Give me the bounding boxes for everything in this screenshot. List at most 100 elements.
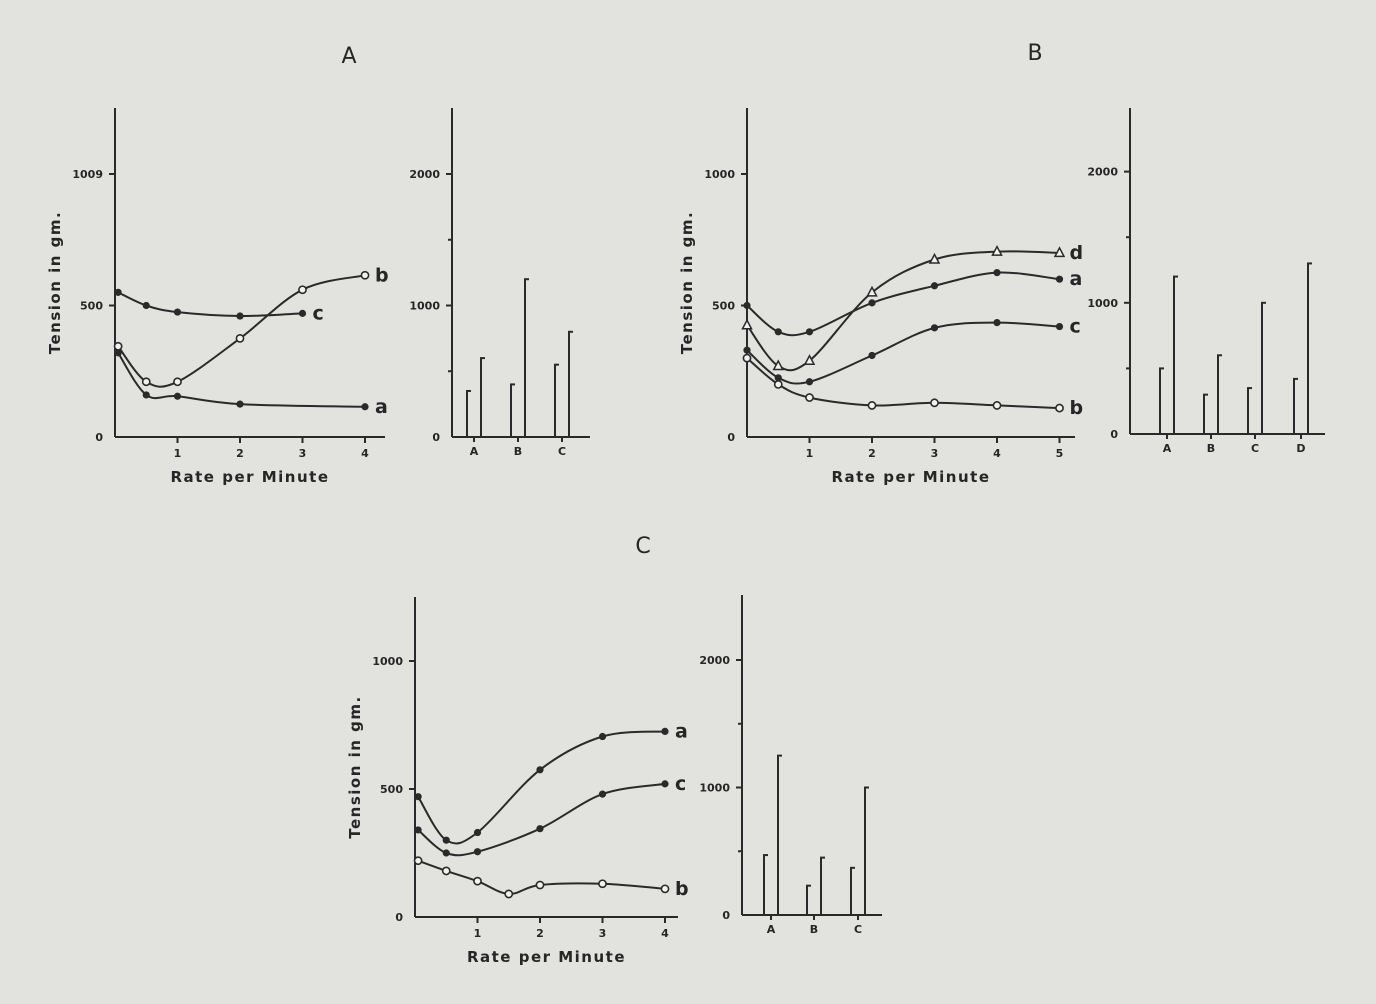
data-point [361, 403, 369, 411]
data-point [866, 285, 878, 297]
data-point [442, 849, 450, 857]
data-point [413, 856, 423, 866]
chart-a-bar: 0 1000 2000 A B C [409, 108, 590, 458]
category-label: A [470, 445, 479, 458]
data-point [868, 351, 876, 360]
y-tick-label: 2000 [1087, 166, 1118, 179]
x-tick-label: 4 [993, 447, 1001, 460]
chart-b-bar: 0 1000 2000 A B C D [1087, 108, 1325, 455]
series-label: a [1070, 268, 1083, 290]
data-point [360, 270, 370, 280]
data-point [1055, 322, 1064, 331]
data-point [993, 269, 1001, 277]
y-tick-label: 500 [712, 300, 735, 313]
y-tick-label: 2000 [409, 168, 440, 181]
y-tick-label: 0 [395, 911, 403, 924]
x-tick-label: 2 [536, 927, 544, 940]
data-point [774, 328, 782, 336]
series-label: d [1070, 242, 1084, 264]
y-axis-title: Tension in gm. [346, 695, 364, 838]
data-point [742, 353, 752, 363]
y-tick-label: 0 [1110, 428, 1118, 441]
panel-title: B [1027, 41, 1042, 66]
x-tick-label: 1 [806, 447, 814, 460]
chart-c-bar: 0 1000 2000 A B C [699, 595, 882, 936]
series-label: c [1070, 316, 1081, 338]
x-tick-label: 4 [661, 927, 669, 940]
data-point [1055, 403, 1064, 413]
data-point [173, 308, 182, 316]
series-label: b [1070, 397, 1084, 419]
series-label: c [675, 773, 686, 795]
category-label: A [767, 923, 776, 936]
y-tick-label: 0 [722, 909, 730, 922]
category-label: A [1163, 442, 1172, 455]
data-point [173, 392, 182, 400]
y-tick-label: 1000 [372, 655, 403, 668]
panel-title: C [635, 534, 650, 559]
data-point [114, 349, 122, 357]
data-point [743, 346, 751, 354]
data-point [774, 374, 782, 382]
y-tick-label: 1000 [409, 300, 440, 313]
data-point [298, 309, 307, 317]
data-point [473, 848, 482, 856]
data-point [930, 398, 939, 408]
category-label: B [1207, 442, 1215, 455]
category-label: D [1296, 442, 1305, 455]
y-tick-label: 1009 [72, 168, 103, 181]
data-point [805, 393, 814, 402]
data-point [142, 391, 150, 399]
series-line-b [117, 274, 366, 388]
data-point [930, 282, 939, 290]
series-line-a [117, 352, 366, 408]
y-tick-label: 1000 [1087, 297, 1118, 310]
x-axis-title: Rate per Minute [170, 468, 329, 486]
data-point [661, 780, 669, 788]
x-tick-label: 3 [931, 447, 939, 460]
x-tick-label: 3 [299, 447, 307, 460]
data-point [236, 400, 244, 408]
series-line-a [746, 271, 1060, 337]
y-tick-label: 1000 [699, 782, 730, 795]
data-point [772, 359, 784, 371]
series-line-c [417, 782, 666, 857]
data-point [1053, 246, 1066, 258]
data-point [441, 866, 451, 876]
data-point [235, 333, 245, 343]
x-tick-label: 4 [361, 447, 369, 460]
series-label: a [375, 396, 388, 418]
series-line-c [746, 321, 1060, 385]
x-tick-label: 1 [174, 447, 182, 460]
y-tick-label: 2000 [699, 654, 730, 667]
y-axis-title: Tension in gm. [678, 211, 696, 354]
data-point [928, 252, 941, 264]
x-tick-label: 2 [236, 447, 244, 460]
data-point [660, 884, 670, 894]
data-point [991, 244, 1003, 256]
category-label: C [854, 923, 862, 936]
data-point [867, 401, 877, 410]
series-label: b [675, 878, 689, 900]
y-tick-label: 500 [80, 300, 103, 313]
category-label: C [1251, 442, 1259, 455]
data-point [473, 876, 482, 886]
x-axis-title: Rate per Minute [467, 948, 626, 966]
data-point [805, 378, 814, 386]
series-label: c [313, 302, 324, 324]
data-point [598, 732, 607, 741]
data-point [142, 301, 150, 310]
series-label: a [675, 720, 688, 742]
data-point [473, 828, 482, 837]
data-point [414, 793, 422, 801]
data-point [536, 825, 544, 833]
x-tick-label: 5 [1056, 447, 1064, 460]
data-point [805, 328, 814, 336]
series-line-d [746, 250, 1060, 372]
data-point [173, 377, 182, 387]
category-label: B [810, 923, 818, 936]
category-label: C [558, 445, 566, 458]
y-tick-label: 1000 [704, 168, 735, 181]
x-axis-title: Rate per Minute [831, 468, 990, 486]
